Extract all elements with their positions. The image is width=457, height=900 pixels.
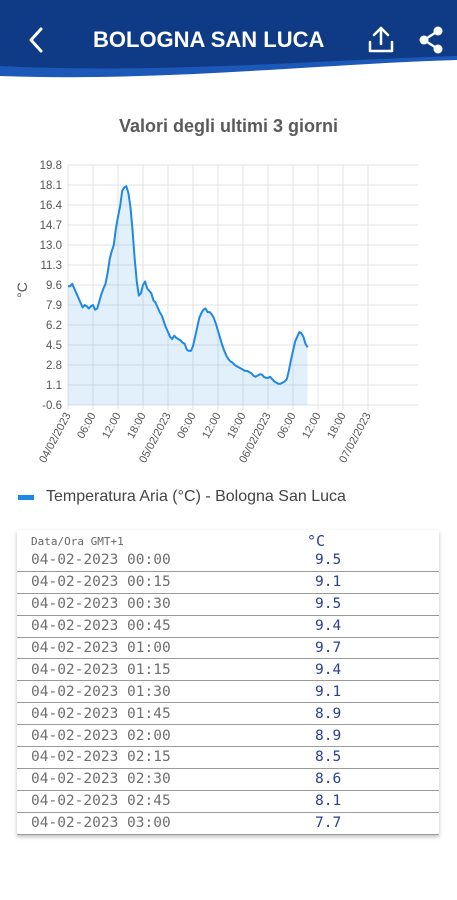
x-tick-label: 18:00 [225, 411, 249, 441]
row-datetime: 04-02-2023 00:30 [31, 596, 171, 613]
upload-button[interactable] [366, 24, 396, 56]
y-tick-label: 7.9 [46, 300, 62, 312]
legend-label: Temperatura Aria (°C) - Bologna San Luca [46, 488, 346, 505]
row-value: 9.4 [315, 618, 342, 635]
row-value: 8.9 [315, 727, 342, 744]
series-area [68, 186, 308, 405]
y-tick-label: 6.2 [46, 320, 62, 332]
column-header-date: Data/Ora GMT+1 [31, 535, 124, 548]
row-value: 8.1 [315, 793, 342, 810]
y-tick-label: 11.3 [40, 260, 62, 272]
table-header: Data/Ora GMT+1 °C [17, 530, 439, 550]
x-tick-label: 12:00 [300, 411, 324, 441]
legend-swatch [18, 494, 34, 500]
x-tick-label: 06:00 [175, 411, 199, 441]
row-datetime: 04-02-2023 02:45 [31, 793, 171, 810]
y-tick-label: 13.0 [40, 240, 62, 252]
row-datetime: 04-02-2023 01:15 [31, 661, 171, 678]
table-body: 04-02-2023 00:00 9.5 04-02-2023 00:15 9.1 04… [17, 550, 439, 835]
row-datetime: 04-02-2023 02:15 [31, 749, 171, 766]
row-value: 8.6 [315, 771, 342, 788]
share-button[interactable] [416, 24, 446, 56]
chart-legend: Temperatura Aria (°C) - Bologna San Luca [18, 486, 346, 508]
row-value: 8.9 [315, 705, 342, 722]
row-datetime: 04-02-2023 02:30 [31, 771, 171, 788]
table-row: 04-02-2023 01:00 9.7 [17, 638, 439, 660]
x-tick-label: 06:00 [275, 411, 299, 441]
row-value: 8.5 [315, 749, 342, 766]
y-tick-label: 1.1 [46, 380, 62, 392]
row-datetime: 04-02-2023 01:00 [31, 640, 171, 656]
y-tick-label: 19.8 [40, 160, 62, 172]
chart-series [68, 185, 309, 405]
table-row: 04-02-2023 00:00 9.5 [17, 550, 439, 572]
y-tick-label: 4.5 [46, 340, 62, 352]
x-tick-label: 04/02/2023 [37, 411, 73, 465]
row-value: 9.1 [315, 574, 342, 591]
chart-title: Valori degli ultimi 3 giorni [118, 116, 339, 136]
table-row: 04-02-2023 01:30 9.1 [17, 681, 439, 704]
table-row: 04-02-2023 02:45 8.1 [17, 791, 439, 813]
x-tick-label: 18:00 [125, 411, 149, 441]
x-tick-label: 12:00 [100, 411, 124, 441]
y-tick-label: 2.8 [46, 360, 62, 372]
table-row: 04-02-2023 02:15 8.5 [17, 747, 439, 769]
table-row: 04-02-2023 02:30 8.6 [17, 769, 439, 791]
x-tick-label: 06:00 [75, 411, 99, 441]
temperature-chart: 19.8 18.1 16.4 14.7 13.0 11.3 9.6 7.9 6.2 4.5 2.8 1… [14, 160, 418, 465]
x-tick-label: 18:00 [325, 411, 349, 441]
chevron-left-icon [29, 27, 43, 53]
upload-icon [368, 26, 394, 53]
station-title: BOLOGNA SAN LUCA [93, 27, 325, 52]
column-header-unit: °C [307, 532, 326, 550]
header-background [0, 0, 457, 78]
table-row: 04-02-2023 00:15 9.1 [17, 572, 439, 594]
series-line [68, 185, 309, 385]
table-row: 04-02-2023 02:00 8.9 [17, 725, 439, 748]
y-tick-label: 9.6 [46, 280, 62, 292]
row-value: 9.5 [315, 596, 342, 613]
y-axis-label: °C [14, 282, 30, 298]
row-datetime: 04-02-2023 02:00 [31, 727, 171, 744]
row-datetime: 04-02-2023 00:15 [31, 574, 171, 591]
row-datetime: 04-02-2023 01:45 [31, 705, 171, 722]
row-value: 7.7 [315, 815, 342, 832]
row-datetime: 04-02-2023 03:00 [31, 815, 171, 832]
share-icon [419, 26, 443, 54]
back-button[interactable] [22, 24, 52, 56]
row-value: 9.4 [315, 661, 342, 678]
table-row: 04-02-2023 03:00 7.7 [17, 813, 439, 835]
row-value: 9.7 [315, 640, 342, 656]
x-tick-label: 12:00 [200, 411, 224, 441]
table-row: 04-02-2023 01:45 8.9 [17, 703, 439, 726]
row-value: 9.5 [315, 552, 342, 569]
row-datetime: 04-02-2023 00:00 [31, 552, 171, 569]
table-row: 04-02-2023 00:30 9.5 [17, 594, 439, 616]
table-row: 04-02-2023 00:45 9.4 [17, 616, 439, 638]
y-tick-label: 16.4 [40, 200, 63, 212]
row-datetime: 04-02-2023 00:45 [31, 618, 171, 635]
y-tick-label: 14.7 [40, 220, 62, 232]
table-row: 04-02-2023 01:15 9.4 [17, 659, 439, 682]
y-tick-label: -0.6 [42, 400, 62, 412]
app-header: BOLOGNA SAN LUCA [0, 0, 457, 82]
row-datetime: 04-02-2023 01:30 [31, 683, 171, 700]
data-table: Data/Ora GMT+1 °C 04-02-2023 00:00 9.5 04-… [17, 530, 439, 835]
y-tick-label: 18.1 [40, 180, 62, 192]
row-value: 9.1 [315, 683, 342, 700]
